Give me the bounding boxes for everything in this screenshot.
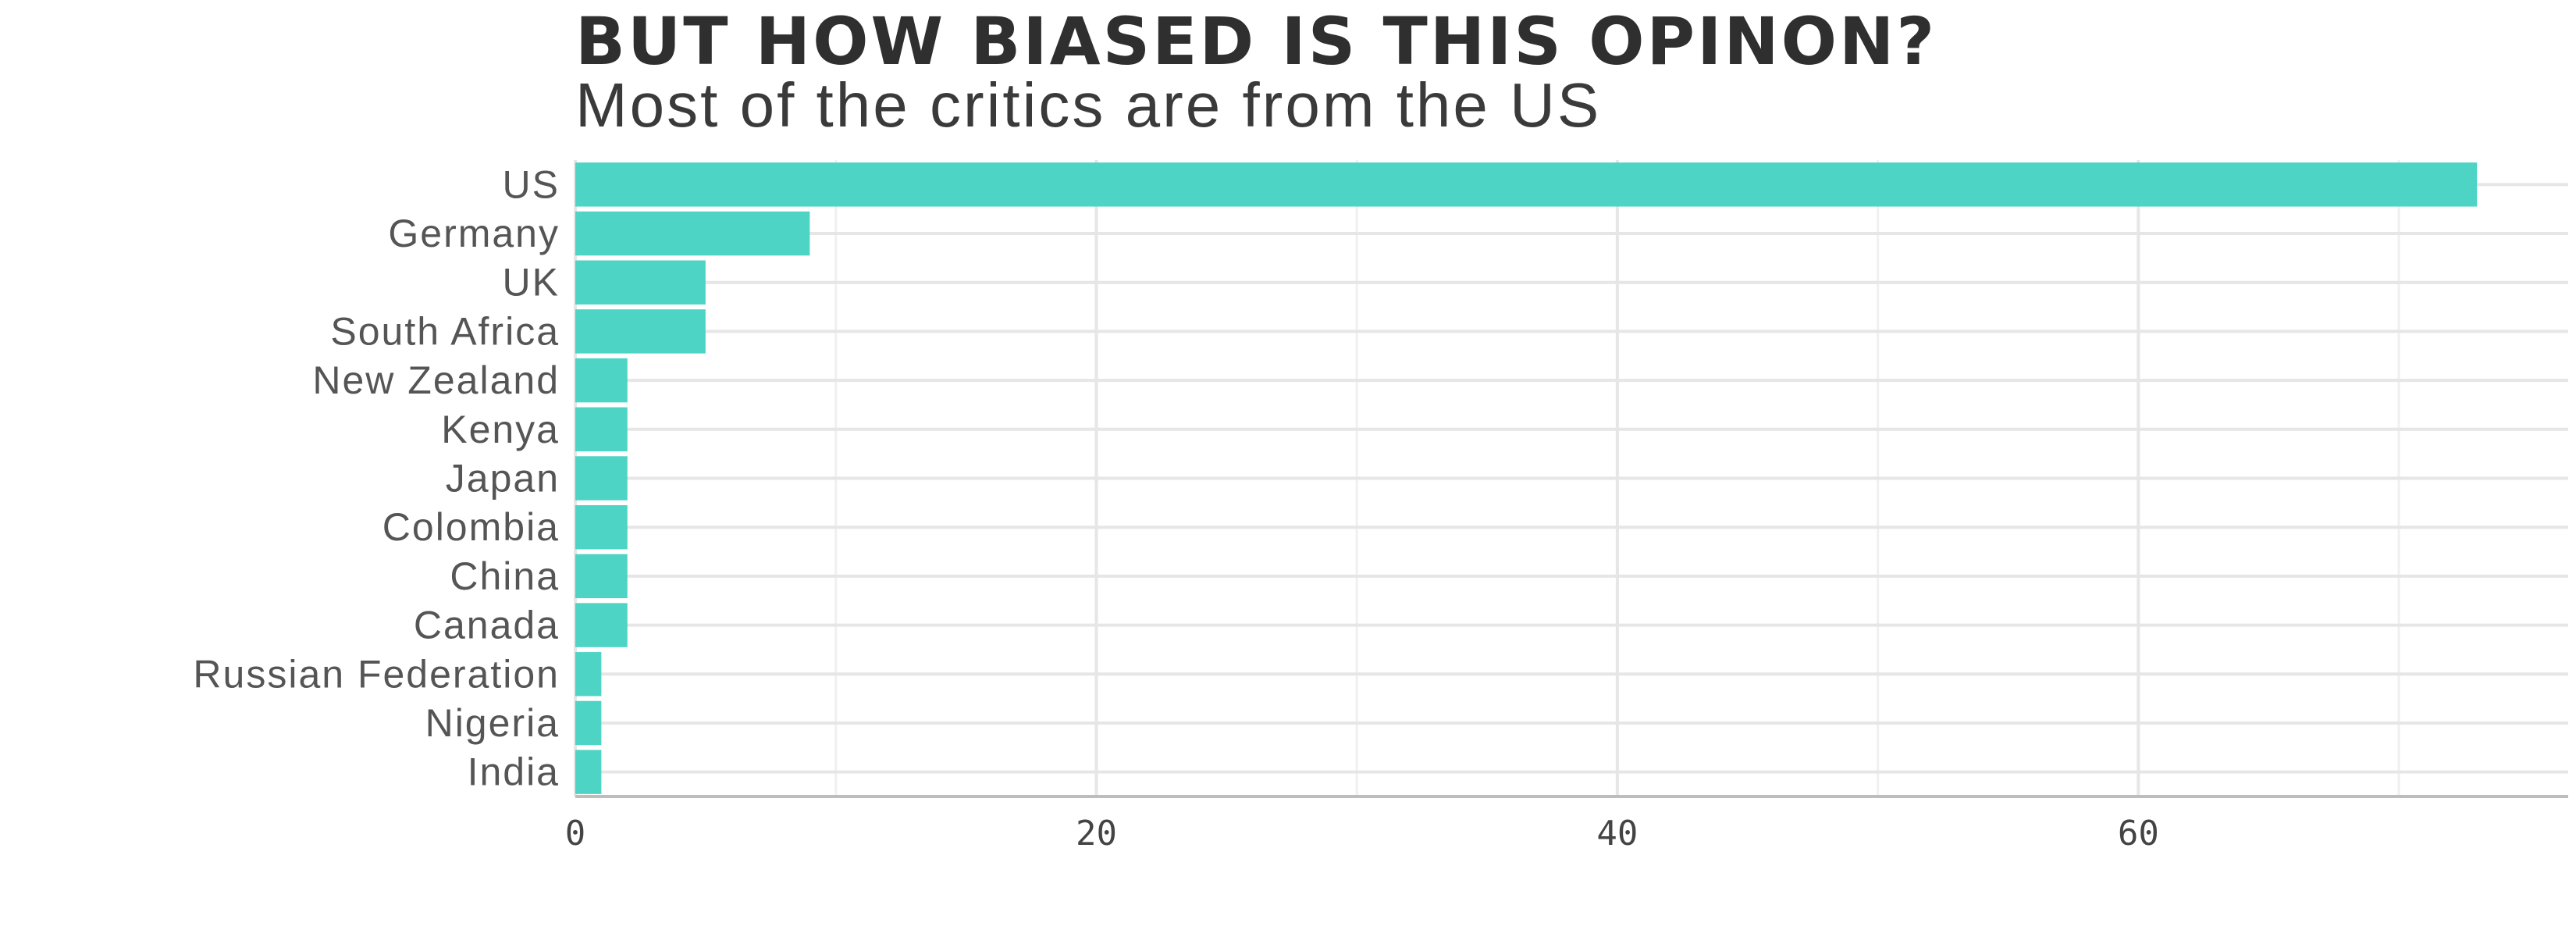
category-label: South Africa — [330, 309, 560, 353]
x-tick-label: 40 — [1596, 814, 1638, 853]
category-label: Nigeria — [425, 701, 560, 745]
category-label: US — [503, 162, 560, 206]
x-axis-ticks: 0 20 40 60 — [565, 814, 2159, 853]
chart-subtitle: Most of the critics are from the US — [575, 70, 1601, 140]
bar-russian-federation — [575, 652, 602, 697]
bar-kenya — [575, 407, 628, 452]
category-label: China — [450, 554, 560, 598]
bar-new-zealand — [575, 358, 628, 403]
category-label: New Zealand — [312, 358, 560, 402]
x-tick-label: 20 — [1076, 814, 1117, 853]
category-label: India — [468, 750, 560, 794]
bar-south-africa — [575, 309, 706, 354]
category-label: Russian Federation — [193, 652, 560, 696]
category-label: Germany — [388, 212, 560, 255]
category-label: Japan — [446, 457, 560, 501]
x-tick-label: 60 — [2118, 814, 2159, 853]
bar-canada — [575, 603, 628, 647]
grid-lines — [574, 160, 2568, 796]
bar-colombia — [575, 504, 628, 550]
bar-india — [575, 750, 602, 794]
bar-china — [575, 554, 628, 599]
chart-title: BUT HOW BIASED IS THIS OPINON? — [575, 3, 1937, 80]
bar-uk — [575, 260, 706, 305]
category-label: UK — [503, 261, 560, 305]
x-tick-label: 0 — [565, 814, 586, 853]
bars — [575, 162, 2478, 794]
category-label: Kenya — [441, 408, 560, 451]
category-label: Colombia — [382, 505, 560, 549]
bar-nigeria — [575, 700, 602, 746]
bar-germany — [575, 211, 810, 256]
bar-us — [575, 162, 2478, 207]
bar-japan — [575, 456, 628, 501]
category-label: Canada — [414, 604, 560, 647]
